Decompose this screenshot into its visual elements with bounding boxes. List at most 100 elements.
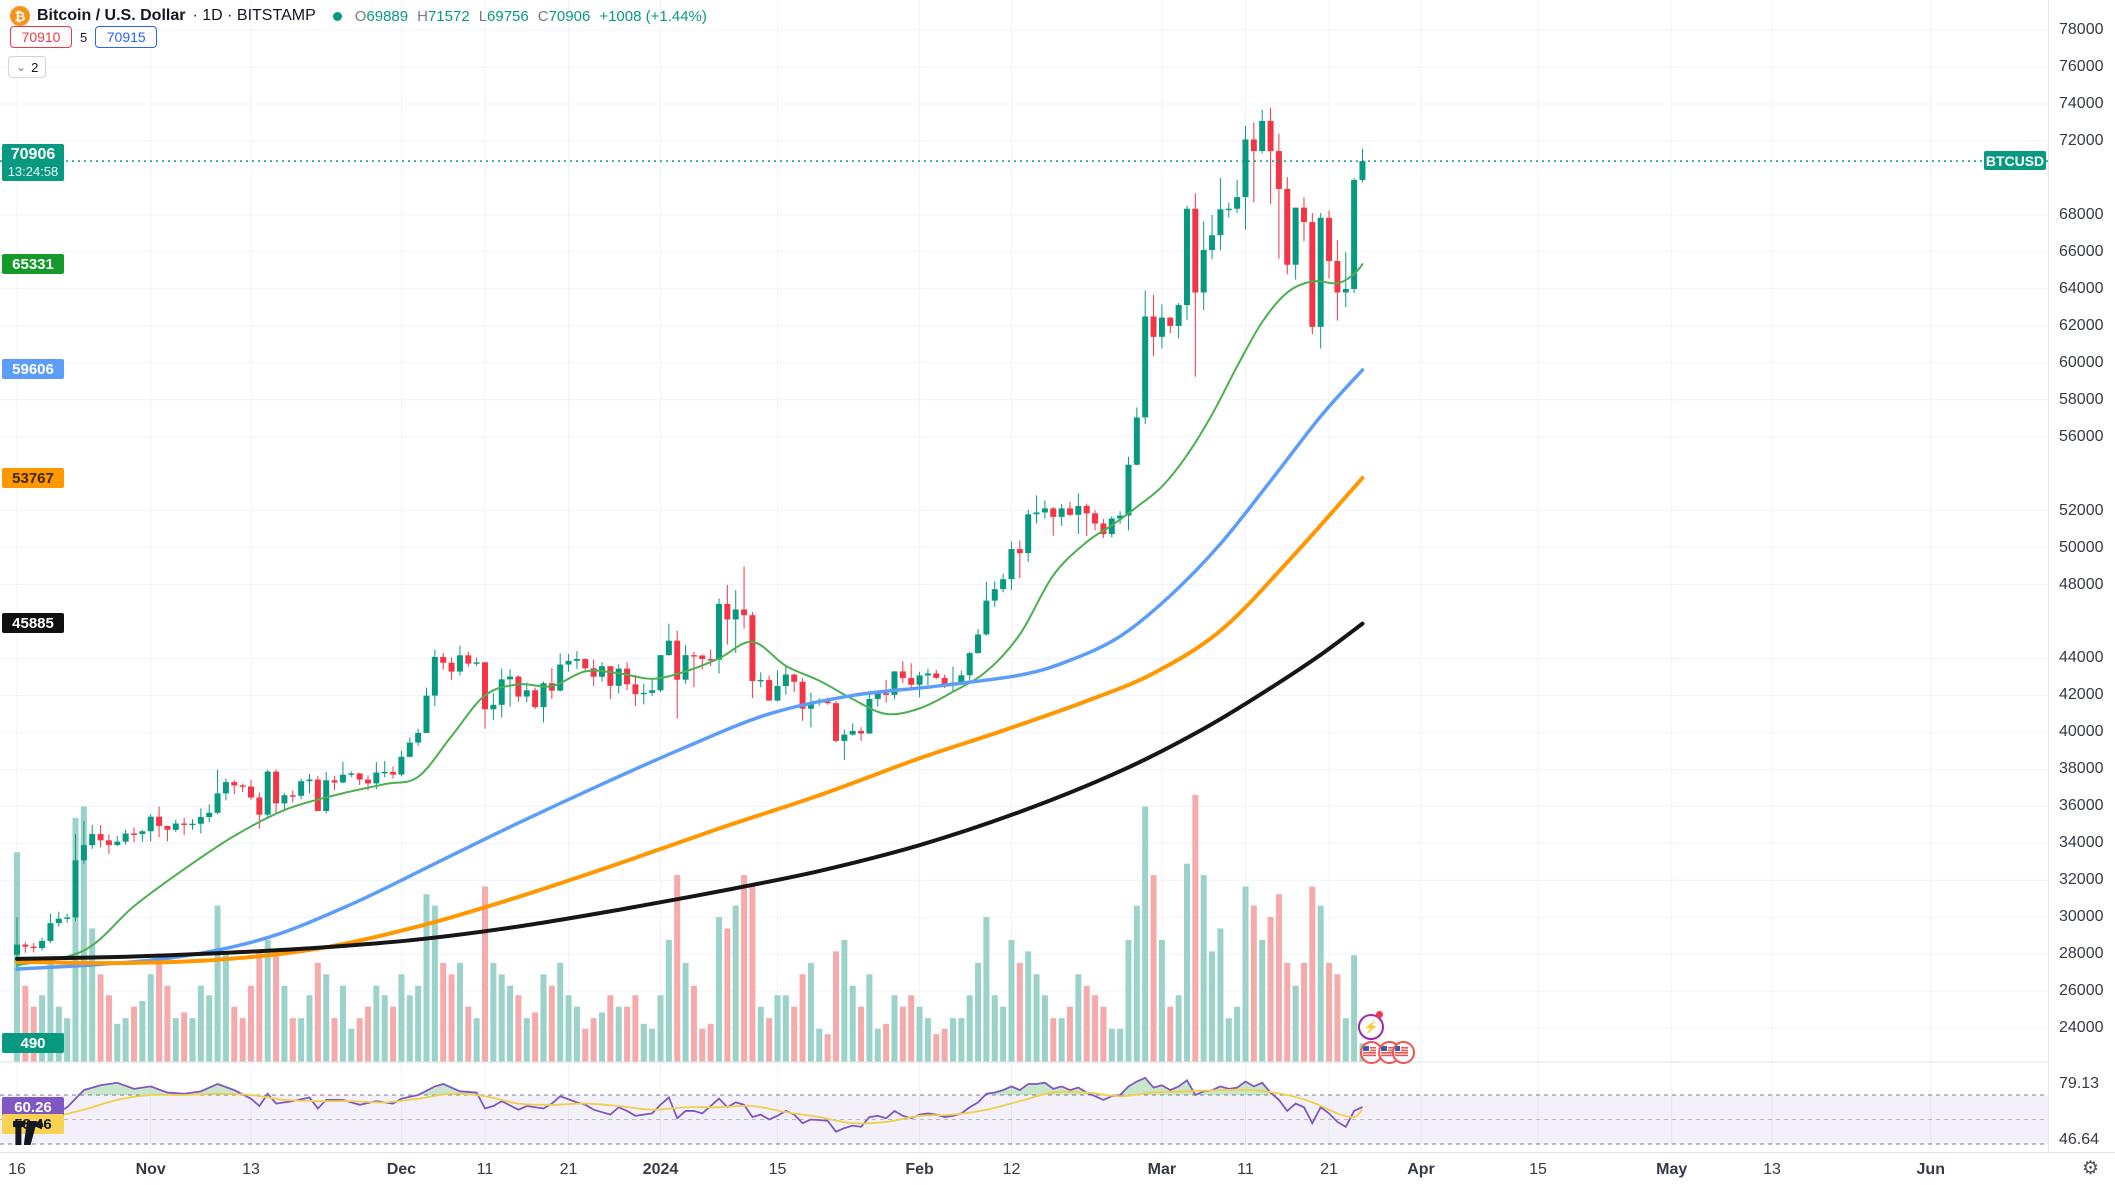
candle-body bbox=[381, 771, 388, 774]
volume-bar bbox=[181, 1012, 188, 1062]
volume-bar bbox=[490, 962, 497, 1062]
candle-body bbox=[1359, 161, 1366, 180]
candle-body bbox=[30, 946, 37, 949]
candle-body bbox=[899, 671, 906, 679]
candle-body bbox=[690, 655, 697, 657]
candle-body bbox=[105, 840, 112, 845]
candle-body bbox=[39, 940, 46, 949]
volume-bar bbox=[156, 962, 163, 1062]
volume-bar bbox=[1192, 795, 1199, 1062]
candle-body bbox=[1284, 188, 1291, 265]
us-flag-event-icon[interactable] bbox=[1392, 1041, 1415, 1064]
time-tick-label: 15 bbox=[768, 1161, 787, 1178]
candle-body bbox=[874, 693, 881, 699]
collapse-indicators-button[interactable]: ⌄ 2 bbox=[8, 56, 47, 78]
volume-bar bbox=[206, 995, 213, 1062]
close-value: 70906 bbox=[548, 7, 591, 25]
candle-body bbox=[891, 671, 898, 695]
us-flag-event-icon[interactable] bbox=[1360, 1041, 1383, 1064]
time-tick-label: May bbox=[1656, 1161, 1688, 1178]
volume-bar bbox=[1209, 951, 1216, 1062]
volume-bar bbox=[1317, 905, 1324, 1062]
candle-body bbox=[206, 812, 213, 818]
candle-body bbox=[657, 655, 664, 691]
volume-bar bbox=[607, 995, 614, 1062]
volume-bar bbox=[782, 995, 789, 1062]
volume-bar bbox=[1008, 939, 1015, 1062]
volume-bar bbox=[824, 1034, 831, 1062]
candle-body bbox=[557, 664, 564, 691]
candle-body bbox=[1167, 317, 1174, 326]
candle-body bbox=[799, 681, 806, 709]
ohlc-values: O69889 H71572 L69756 C70906 +1008 (+1.44… bbox=[354, 7, 707, 25]
volume-bar bbox=[481, 886, 488, 1062]
volume-bar bbox=[406, 995, 413, 1062]
volume-bar bbox=[239, 1018, 246, 1062]
volume-bar bbox=[757, 1006, 764, 1062]
price-tick-label: 58000 bbox=[2059, 390, 2104, 408]
volume-bar bbox=[841, 939, 848, 1062]
candle-body bbox=[239, 785, 246, 787]
open-value: 69889 bbox=[366, 7, 409, 25]
hidden-indicator-count: 2 bbox=[31, 59, 39, 75]
symbol-price-tag: BTCUSD bbox=[1984, 151, 2046, 170]
market-status-icon[interactable] bbox=[332, 11, 342, 21]
candle-body bbox=[832, 703, 839, 741]
time-axis[interactable]: ⚙ 16 Nov 13 Dec 11 21 2024 15 Feb 12 Mar 11 21 Apr 15 M… bbox=[0, 1152, 2115, 1185]
candle-body bbox=[440, 656, 447, 663]
volume-bar bbox=[39, 995, 46, 1062]
symbol-title[interactable]: Bitcoin / U.S. Dollar bbox=[37, 7, 186, 24]
candle-body bbox=[139, 831, 146, 835]
volume-bar bbox=[281, 985, 288, 1062]
candle-body bbox=[448, 662, 455, 672]
volume-bar bbox=[1150, 875, 1157, 1062]
price-axis[interactable]: 78000 76000 74000 72000 68000 66000 64000 62000… bbox=[2048, 0, 2115, 1152]
events-lightning-icon[interactable]: ⚡ bbox=[1358, 1014, 1384, 1040]
candle-body bbox=[741, 609, 748, 616]
candle-body bbox=[507, 676, 514, 680]
volume-bar bbox=[590, 1018, 597, 1062]
volume-bar bbox=[47, 962, 54, 1062]
volume-bar bbox=[1050, 1018, 1057, 1062]
volume-bar bbox=[1158, 939, 1165, 1062]
candle-body bbox=[1242, 139, 1249, 198]
time-tick-label: 11 bbox=[476, 1161, 494, 1178]
volume-bar bbox=[373, 985, 380, 1062]
candle-body bbox=[523, 690, 530, 697]
candle-body bbox=[406, 742, 413, 757]
candle-body bbox=[766, 679, 773, 701]
buy-button[interactable]: 70915 bbox=[95, 26, 158, 48]
volume-bar bbox=[64, 1018, 71, 1062]
volume-bar bbox=[766, 1018, 773, 1062]
price-tick-label: 40000 bbox=[2059, 723, 2104, 741]
time-tick-label: Nov bbox=[135, 1161, 166, 1178]
chevron-down-icon: ⌄ bbox=[16, 60, 27, 74]
candle-body bbox=[1326, 217, 1333, 262]
change-value: +1008 (+1.44%) bbox=[599, 7, 707, 25]
candle-body bbox=[289, 795, 296, 797]
volume-bar bbox=[724, 928, 731, 1062]
candle-body bbox=[732, 609, 739, 620]
sell-button[interactable]: 70910 bbox=[10, 26, 72, 48]
candle-body bbox=[983, 600, 990, 635]
tradingview-logo[interactable] bbox=[12, 1120, 46, 1151]
candle-body bbox=[1342, 288, 1349, 293]
gear-icon[interactable]: ⚙ bbox=[2082, 1158, 2100, 1179]
rsi-ma-line bbox=[16, 1088, 1364, 1125]
volume-bar bbox=[958, 1018, 965, 1062]
candle-body bbox=[114, 841, 121, 845]
volume-bar bbox=[122, 1018, 129, 1062]
time-tick-label: 12 bbox=[1002, 1161, 1021, 1178]
volume-bar bbox=[197, 985, 204, 1062]
symbol-meta[interactable]: · 1D · BITSTAMP bbox=[192, 7, 316, 24]
rsi-line bbox=[16, 1076, 1363, 1133]
price-tick-label: 30000 bbox=[2059, 908, 2104, 926]
bitcoin-icon: ₿ bbox=[10, 6, 30, 26]
volume-bar bbox=[941, 1028, 948, 1062]
volume-bar bbox=[306, 995, 313, 1062]
ma-line bbox=[16, 263, 1364, 967]
volume-bar bbox=[975, 962, 982, 1062]
volume-bar bbox=[1217, 928, 1224, 1062]
candle-body bbox=[1033, 512, 1040, 515]
